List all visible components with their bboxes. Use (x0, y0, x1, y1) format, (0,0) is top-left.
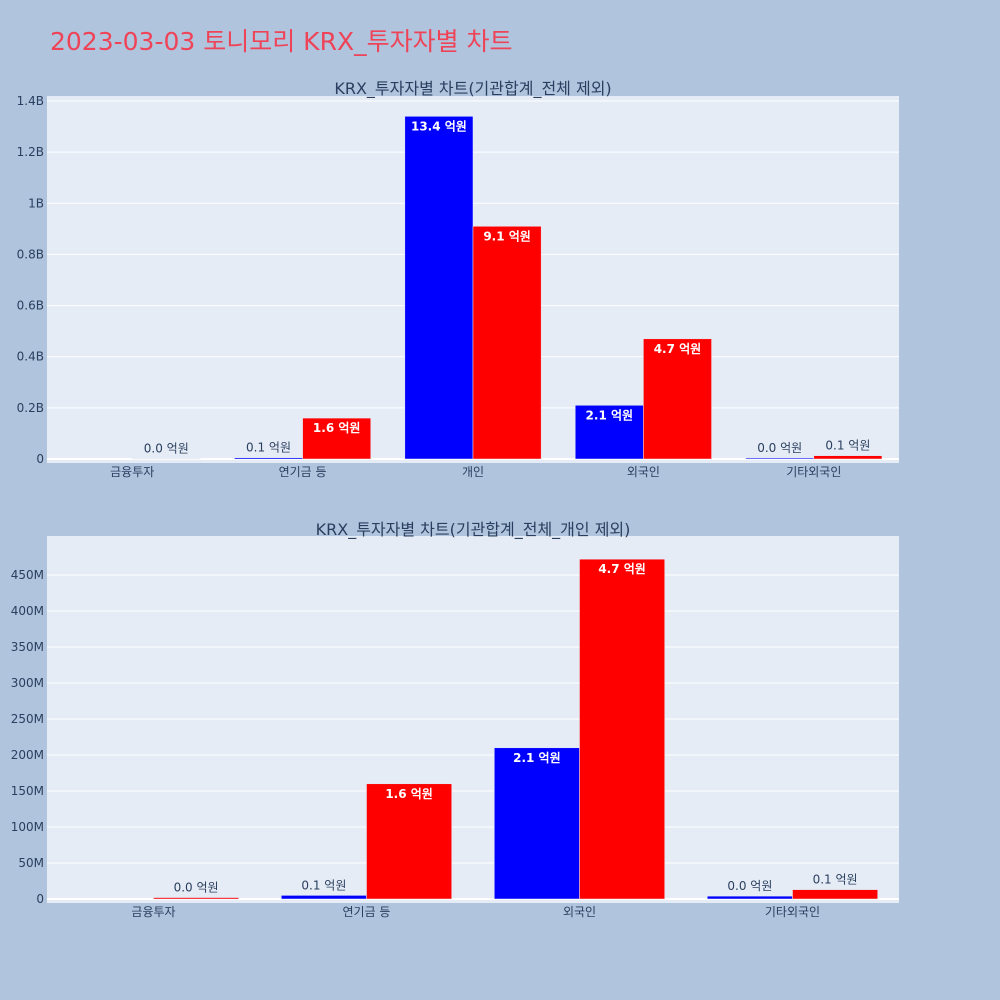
y-tick-label: 0.8B (17, 247, 44, 261)
bar-value-label: 9.1 억원 (483, 229, 531, 243)
bar (153, 897, 239, 900)
bar (643, 338, 712, 460)
y-tick-label: 100M (11, 820, 44, 834)
chart-title: KRX_투자자별 차트(기관합계_전체_개인 제외) (316, 520, 631, 540)
y-tick-label: 1.4B (17, 94, 44, 108)
y-tick-label: 200M (11, 748, 44, 762)
bar-value-label: 0.0 억원 (174, 881, 219, 895)
y-tick-label: 0.6B (17, 299, 44, 313)
bar (574, 405, 644, 460)
bar (281, 895, 367, 900)
y-tick-label: 50M (18, 856, 44, 870)
y-tick-label: 0.4B (17, 350, 44, 364)
bar-value-label: 4.7 억원 (654, 342, 702, 356)
bar (707, 895, 793, 900)
x-tick-label: 연기금 등 (279, 465, 327, 479)
y-tick-label: 0 (36, 892, 44, 906)
bar (302, 417, 372, 460)
bar-value-label: 0.1 억원 (825, 439, 870, 453)
y-tick-label: 400M (11, 604, 44, 618)
bar-value-label: 0.1 억원 (246, 441, 291, 455)
bar (579, 558, 665, 900)
x-tick-label: 금융투자 (110, 465, 154, 479)
bar (494, 747, 580, 900)
y-tick-label: 250M (11, 712, 44, 726)
bar-value-label: 4.7 억원 (598, 562, 646, 576)
y-tick-label: 150M (11, 784, 44, 798)
x-tick-label: 외국인 (563, 905, 596, 919)
y-tick-label: 350M (11, 640, 44, 654)
bar (131, 458, 201, 460)
chart-title: KRX_투자자별 차트(기관합계_전체 제외) (334, 79, 611, 99)
bar-value-label: 0.0 억원 (757, 441, 802, 455)
x-tick-label: 개인 (462, 465, 484, 479)
y-tick-label: 0.2B (17, 401, 44, 415)
bar-value-label: 0.1 억원 (813, 873, 858, 887)
bar-value-label: 0.1 억원 (301, 878, 346, 892)
y-tick-label: 450M (11, 568, 44, 582)
bar-value-label: 2.1 억원 (513, 751, 561, 765)
bar-value-label: 1.6 억원 (385, 787, 433, 801)
bar (366, 783, 452, 900)
bar-value-label: 0.0 억원 (727, 879, 772, 893)
y-tick-label: 1.2B (17, 145, 44, 159)
x-tick-label: 연기금 등 (343, 905, 391, 919)
bar-value-label: 1.6 억원 (313, 421, 361, 435)
bar-value-label: 0.0 억원 (144, 441, 189, 455)
x-tick-label: 기타외국인 (786, 465, 841, 479)
y-tick-label: 300M (11, 676, 44, 690)
x-tick-label: 외국인 (627, 465, 660, 479)
bar (813, 455, 883, 460)
chart-investor-excl-institution: 0 0.2B 0.4B 0.6B 0.8B 1B 1.2B 1.4B KRX_투자자별 차트(기… (17, 79, 899, 479)
bar (472, 226, 542, 460)
bar (792, 889, 878, 900)
bar-value-label: 2.1 억원 (586, 408, 634, 422)
bar (404, 116, 474, 460)
page-title: 2023-03-03 토니모리 KRX_투자자별 차트 (50, 27, 513, 56)
y-tick-label: 0 (36, 452, 44, 466)
y-tick-label: 1B (28, 196, 44, 210)
bar-value-label: 13.4 억원 (411, 119, 467, 133)
x-tick-label: 금융투자 (131, 905, 175, 919)
x-tick-label: 기타외국인 (765, 905, 820, 919)
